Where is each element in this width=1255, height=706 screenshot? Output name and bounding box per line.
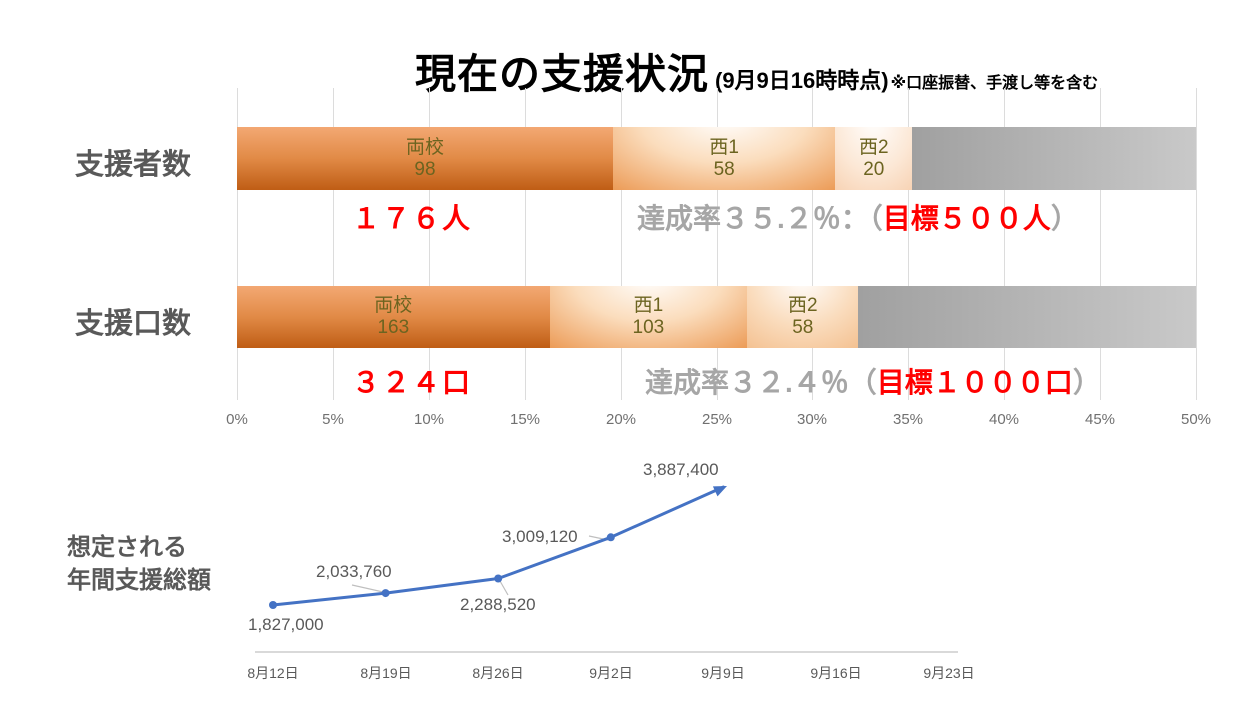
x-axis-label: 9月16日 [810,665,862,681]
gridline [1196,88,1197,400]
gridline [525,88,526,400]
axis-tick: 25% [701,411,733,428]
axis-tick: 10% [413,411,445,428]
segment-value: 163 [377,317,410,338]
data-label: 2,288,520 [460,595,536,614]
label-leader-line [588,535,609,541]
segment-label: 西2 [788,295,818,316]
bar-segment-nishi1: 西1 58 [612,127,836,190]
segment-label: 西1 [633,295,664,316]
x-axis-label: 9月2日 [589,665,633,681]
supporters-stacked-bar: 両校 98 西1 58 西2 20 [237,127,1196,190]
row-label-units: 支援口数 [75,308,192,340]
trend-arrowhead-icon [712,486,727,497]
bar-segment-ryoko: 両校 163 [237,286,550,348]
axis-tick: 35% [892,411,924,428]
page-title: 現在の支援状況 [415,51,709,97]
segment-label: 両校 [405,136,444,158]
axis-tick: 50% [1180,411,1212,428]
bar-remainder [858,286,1196,348]
title-note: ※口座振替、手渡し等を含む [890,75,1099,92]
segment-label: 西1 [709,136,739,158]
units-stacked-bar: 両校 163 西1 103 西2 58 [237,286,1196,348]
segment-label: 両校 [374,295,413,316]
goal-paren-open: （ [868,203,883,234]
trend-title-line2: 年間支援総額 [67,567,211,594]
trend-point-marker [606,533,615,542]
axis-tick: 20% [605,411,637,428]
title-timestamp: (9月9日16時時点) [715,68,889,93]
achievement-rate: 達成率３２.４％ [645,367,849,398]
supporters-summary-row: １７６人 達成率３５.２％：（目標５００人） [0,197,1255,234]
goal-text: 目標１０００口 [876,367,1073,398]
row-label-supporters: 支援者数 [75,149,192,181]
supporters-achievement: 達成率３５.２％：（目標５００人） [637,197,1079,237]
data-label: 3,009,120 [502,527,578,546]
bar-segment-ryoko: 両校 98 [237,127,613,190]
x-axis-label: 8月26日 [472,665,524,681]
axis-tick: 15% [509,411,541,428]
x-axis-label: 9月9日 [701,665,745,681]
data-label: 2,033,760 [316,562,392,581]
trend-title-line1: 想定される [67,534,187,561]
goal-paren-close: ） [1072,367,1101,398]
gridline [429,88,430,400]
x-axis-label: 9月23日 [923,665,975,681]
label-leader-line [351,584,384,593]
label-leader-line [499,580,509,596]
gridline [237,88,238,400]
segment-value: 20 [863,158,885,180]
axis-tick: 45% [1084,411,1116,428]
bar-segment-nishi2: 西2 58 [747,286,859,348]
axis-tick: 40% [988,411,1020,428]
goal-paren-open: （ [848,367,877,398]
axis-tick: 0% [226,411,248,428]
trend-point-marker [381,589,390,598]
bar-segment-nishi1: 西1 103 [549,286,748,348]
units-summary-row: ３２４口 達成率３２.４％（目標１０００口） [0,361,1255,398]
units-total: ３２４口 [352,367,473,398]
goal-paren-close: ） [1050,203,1079,234]
segment-value: 58 [792,317,814,338]
gridline [717,88,718,400]
goal-text: 目標５００人 [882,203,1051,234]
achievement-rate: 達成率３５.２％： [637,203,869,234]
gridline [812,88,813,400]
axis-tick: 5% [322,411,344,428]
segment-value: 103 [632,317,665,338]
trend-chart-title: 想定される 年間支援総額 [67,531,211,597]
units-achievement: 達成率３２.４％（目標１０００口） [645,361,1101,401]
axis-tick: 30% [796,411,828,428]
segment-value: 58 [713,158,735,180]
segment-value: 98 [414,158,436,180]
supporters-total: １７６人 [352,203,473,234]
segment-label: 西2 [858,136,889,158]
trend-line [271,485,725,607]
data-label: 1,827,000 [248,615,324,634]
gridline [1004,88,1005,400]
bar-segment-nishi2: 西2 20 [835,127,913,190]
gridline [333,88,334,400]
trend-point-marker [269,601,277,609]
x-axis-label: 8月12日 [247,665,299,681]
title-row: 現在の支援状況 (9月9日16時時点) ※口座振替、手渡し等を含む [415,40,1098,100]
x-axis-label: 8月19日 [360,665,412,681]
trend-point-marker [494,574,503,583]
gridline [1100,88,1101,400]
bar-remainder [912,127,1196,190]
gridline [621,88,622,400]
gridline [908,88,909,400]
data-label: 3,887,400 [643,460,719,479]
